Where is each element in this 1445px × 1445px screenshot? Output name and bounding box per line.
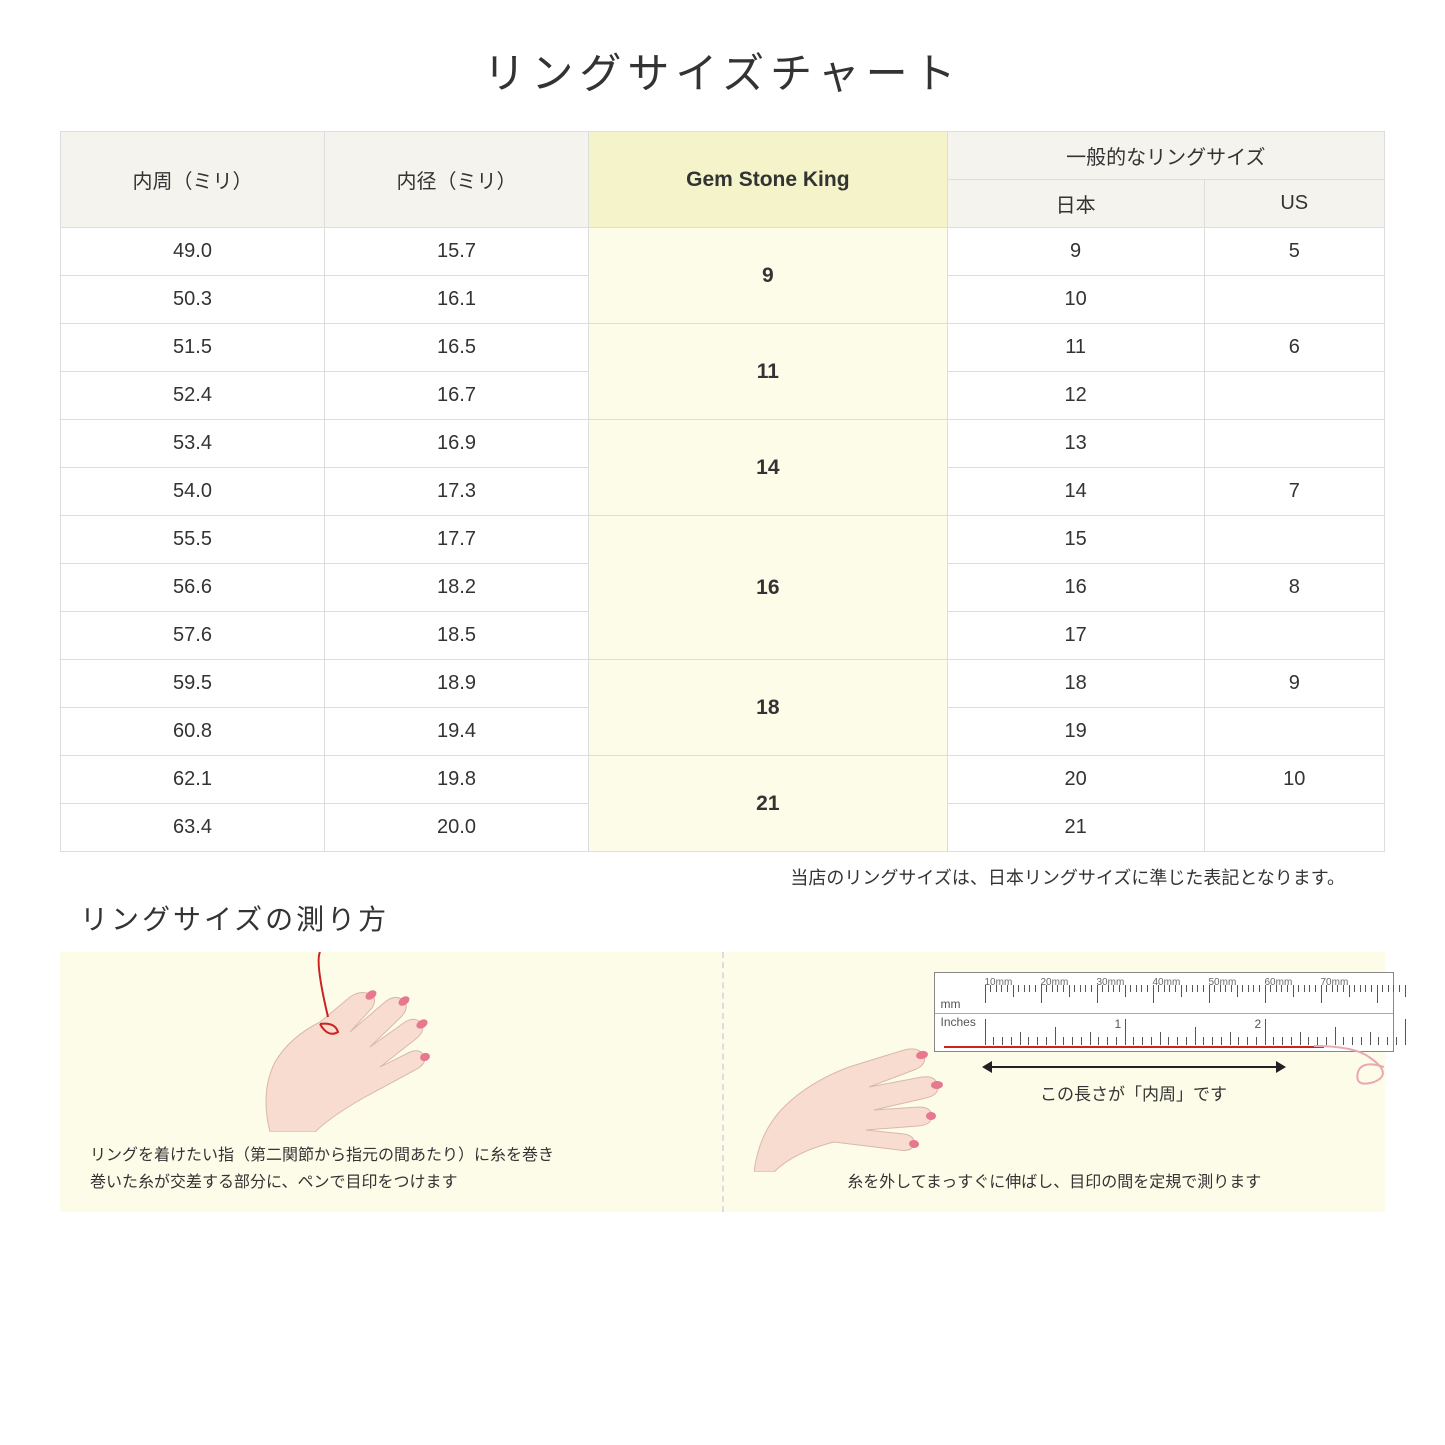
cell-jp: 9 [947,228,1204,276]
col-gsk: Gem Stone King [589,132,948,228]
table-row: 51.516.511116 [61,324,1385,372]
cell-gsk: 14 [589,420,948,516]
col-us: US [1204,180,1384,228]
cell-circumference: 63.4 [61,804,325,852]
cell-jp: 19 [947,708,1204,756]
table-row: 49.015.7995 [61,228,1385,276]
howto-step-1: リングを着けたい指（第二関節から指元の間あたり）に糸を巻き 巻いた糸が交差する部… [60,952,724,1212]
thread-curl-icon [1314,1032,1404,1092]
cell-circumference: 57.6 [61,612,325,660]
cell-us: 9 [1204,660,1384,708]
cell-diameter: 20.0 [325,804,589,852]
hand-wrap-icon [220,952,480,1132]
step2-caption: 糸を外してまっすぐに伸ばし、目印の間を定規で測ります [754,1169,1356,1196]
cell-us [1204,276,1384,324]
step1-caption: リングを着けたい指（第二関節から指元の間あたり）に糸を巻き 巻いた糸が交差する部… [90,1142,692,1196]
table-row: 55.517.71615 [61,516,1385,564]
cell-gsk: 21 [589,756,948,852]
cell-circumference: 55.5 [61,516,325,564]
size-chart-table: 内周（ミリ） 内径（ミリ） Gem Stone King 一般的なリングサイズ … [60,131,1385,852]
cell-jp: 18 [947,660,1204,708]
cell-jp: 17 [947,612,1204,660]
cell-us: 5 [1204,228,1384,276]
cell-circumference: 51.5 [61,324,325,372]
cell-circumference: 56.6 [61,564,325,612]
cell-us [1204,708,1384,756]
cell-us: 10 [1204,756,1384,804]
howto-title: リングサイズの測り方 [80,898,1385,938]
table-row: 62.119.8212010 [61,756,1385,804]
cell-jp: 14 [947,468,1204,516]
ruler-mm-unit: mm [941,997,961,1011]
cell-circumference: 52.4 [61,372,325,420]
cell-gsk: 11 [589,324,948,420]
howto-panel: リングを着けたい指（第二関節から指元の間あたり）に糸を巻き 巻いた糸が交差する部… [60,952,1385,1212]
col-general-group: 一般的なリングサイズ [947,132,1384,180]
cell-gsk: 9 [589,228,948,324]
col-diameter: 内径（ミリ） [325,132,589,228]
cell-diameter: 16.9 [325,420,589,468]
cell-us: 6 [1204,324,1384,372]
cell-us [1204,804,1384,852]
cell-circumference: 59.5 [61,660,325,708]
cell-gsk: 16 [589,516,948,660]
cell-jp: 13 [947,420,1204,468]
cell-us [1204,420,1384,468]
ruler-in-unit: Inches [941,1015,976,1029]
cell-diameter: 16.5 [325,324,589,372]
cell-circumference: 53.4 [61,420,325,468]
cell-jp: 16 [947,564,1204,612]
cell-circumference: 50.3 [61,276,325,324]
cell-circumference: 60.8 [61,708,325,756]
red-thread [944,1046,1324,1048]
howto-step-2: mm Inches 10mm20mm30mm40mm50mm60mm70mm 1… [724,952,1386,1212]
cell-us: 7 [1204,468,1384,516]
cell-diameter: 17.3 [325,468,589,516]
cell-circumference: 54.0 [61,468,325,516]
cell-diameter: 15.7 [325,228,589,276]
arrow-label: この長さが「内周」です [984,1080,1284,1105]
cell-diameter: 18.5 [325,612,589,660]
cell-gsk: 18 [589,660,948,756]
hand-hold-icon [754,1032,974,1172]
cell-circumference: 62.1 [61,756,325,804]
cell-diameter: 16.1 [325,276,589,324]
cell-jp: 15 [947,516,1204,564]
cell-circumference: 49.0 [61,228,325,276]
measure-arrow [984,1066,1284,1068]
table-row: 53.416.91413 [61,420,1385,468]
cell-us: 8 [1204,564,1384,612]
table-row: 59.518.918189 [61,660,1385,708]
cell-jp: 11 [947,324,1204,372]
col-circumference: 内周（ミリ） [61,132,325,228]
table-note: 当店のリングサイズは、日本リングサイズに準じた表記となります。 [60,864,1385,890]
cell-diameter: 16.7 [325,372,589,420]
cell-jp: 12 [947,372,1204,420]
col-japan: 日本 [947,180,1204,228]
cell-diameter: 19.8 [325,756,589,804]
ruler-in-2: 2 [1255,1017,1262,1031]
cell-jp: 21 [947,804,1204,852]
cell-us [1204,372,1384,420]
cell-diameter: 18.2 [325,564,589,612]
page-title: リングサイズチャート [60,40,1385,101]
ruler-in-1: 1 [1115,1017,1122,1031]
cell-jp: 10 [947,276,1204,324]
cell-diameter: 18.9 [325,660,589,708]
cell-diameter: 19.4 [325,708,589,756]
cell-us [1204,612,1384,660]
cell-us [1204,516,1384,564]
cell-jp: 20 [947,756,1204,804]
cell-diameter: 17.7 [325,516,589,564]
